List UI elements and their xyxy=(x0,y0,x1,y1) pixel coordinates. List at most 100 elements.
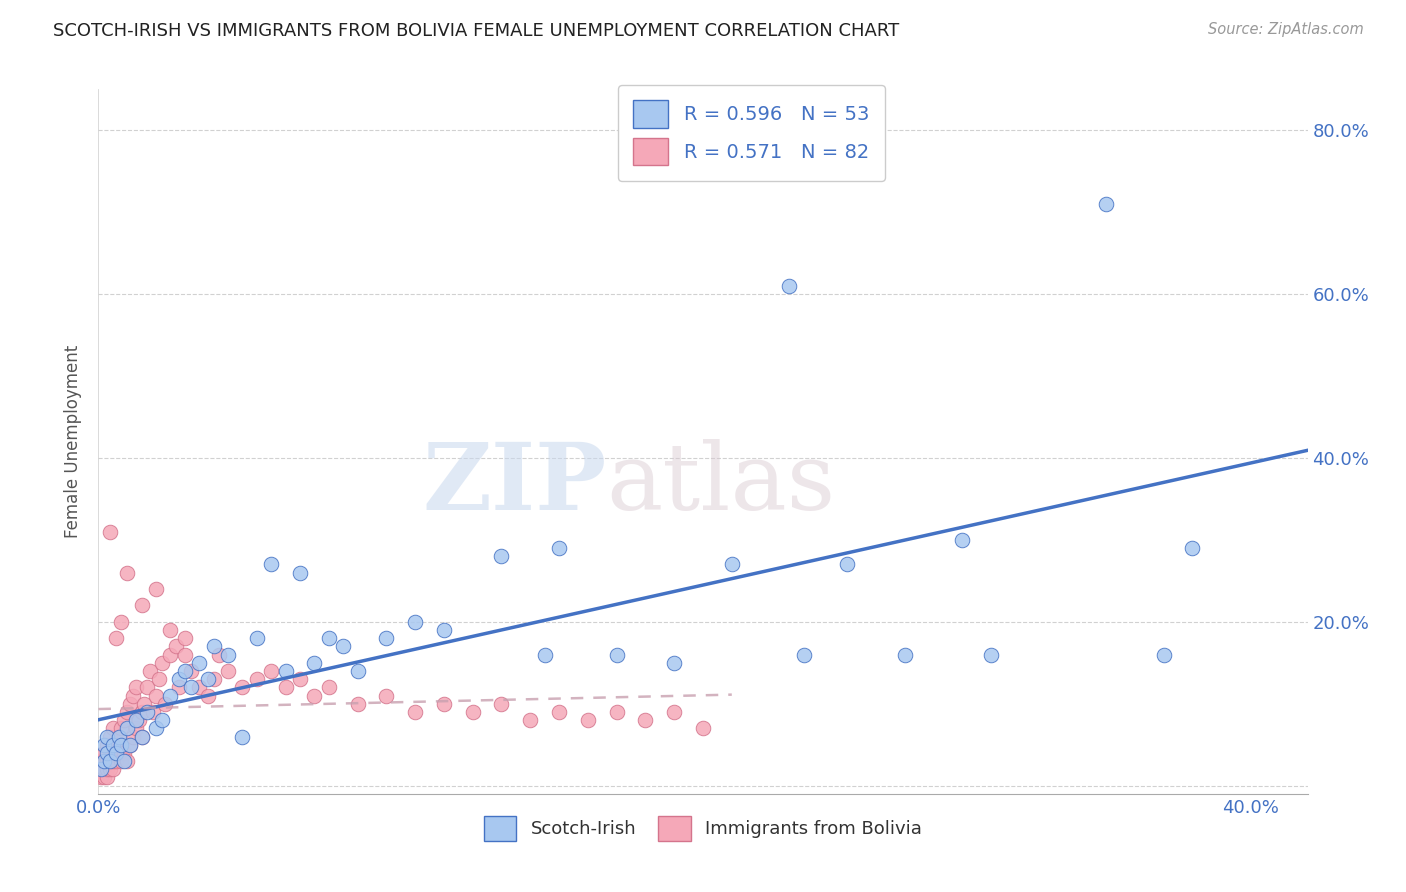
Point xyxy=(131,730,153,744)
Point xyxy=(664,705,686,719)
Point xyxy=(107,730,129,744)
Point xyxy=(332,640,354,654)
Point xyxy=(131,730,153,744)
Point xyxy=(93,738,115,752)
Point xyxy=(112,746,135,760)
Point xyxy=(304,656,326,670)
Point xyxy=(153,697,176,711)
Point xyxy=(134,697,156,711)
Point xyxy=(576,713,599,727)
Point xyxy=(950,533,973,547)
Point xyxy=(197,672,219,686)
Point xyxy=(548,541,571,555)
Point xyxy=(145,582,167,596)
Point xyxy=(692,722,714,736)
Text: atlas: atlas xyxy=(606,439,835,529)
Point xyxy=(112,713,135,727)
Point xyxy=(778,278,800,293)
Point xyxy=(318,681,340,695)
Point xyxy=(180,681,202,695)
Point xyxy=(96,771,118,785)
Point xyxy=(98,730,121,744)
Point xyxy=(217,648,239,662)
Point xyxy=(304,689,326,703)
Point xyxy=(125,722,148,736)
Point xyxy=(131,705,153,719)
Point xyxy=(375,689,398,703)
Point xyxy=(246,672,269,686)
Point xyxy=(148,672,170,686)
Point xyxy=(122,689,145,703)
Point xyxy=(107,730,129,744)
Point xyxy=(110,722,132,736)
Point xyxy=(125,681,148,695)
Point xyxy=(173,631,195,645)
Point xyxy=(1153,648,1175,662)
Point xyxy=(136,705,159,719)
Point xyxy=(318,631,340,645)
Point xyxy=(120,738,142,752)
Point xyxy=(101,722,124,736)
Point xyxy=(167,672,190,686)
Point xyxy=(125,713,148,727)
Point xyxy=(112,754,135,768)
Point xyxy=(202,640,225,654)
Point xyxy=(128,713,150,727)
Point xyxy=(115,705,138,719)
Point xyxy=(165,640,187,654)
Point xyxy=(93,771,115,785)
Point xyxy=(202,672,225,686)
Point xyxy=(173,664,195,678)
Point xyxy=(260,558,283,572)
Point xyxy=(159,648,181,662)
Point xyxy=(346,664,368,678)
Point xyxy=(93,754,115,768)
Point xyxy=(835,558,858,572)
Point xyxy=(208,648,231,662)
Point xyxy=(120,738,142,752)
Point xyxy=(142,705,165,719)
Point xyxy=(274,681,297,695)
Point xyxy=(231,730,253,744)
Point xyxy=(110,738,132,752)
Point xyxy=(980,648,1002,662)
Point xyxy=(96,738,118,752)
Point xyxy=(139,664,162,678)
Point xyxy=(96,762,118,776)
Point xyxy=(101,738,124,752)
Point xyxy=(793,648,815,662)
Point xyxy=(98,524,121,539)
Point xyxy=(893,648,915,662)
Point xyxy=(288,566,311,580)
Point xyxy=(197,689,219,703)
Point xyxy=(375,631,398,645)
Point xyxy=(107,746,129,760)
Point xyxy=(150,713,173,727)
Point xyxy=(519,713,541,727)
Point xyxy=(131,599,153,613)
Point xyxy=(145,722,167,736)
Point xyxy=(90,771,112,785)
Point xyxy=(93,762,115,776)
Point xyxy=(167,681,190,695)
Text: ZIP: ZIP xyxy=(422,439,606,529)
Point xyxy=(288,672,311,686)
Point xyxy=(533,648,555,662)
Point xyxy=(110,615,132,629)
Point xyxy=(96,746,118,760)
Point xyxy=(115,566,138,580)
Point xyxy=(104,631,127,645)
Point xyxy=(548,705,571,719)
Point xyxy=(90,762,112,776)
Point xyxy=(93,746,115,760)
Point xyxy=(90,762,112,776)
Point xyxy=(491,697,513,711)
Point xyxy=(664,656,686,670)
Point xyxy=(461,705,484,719)
Point xyxy=(260,664,283,678)
Point xyxy=(246,631,269,645)
Point xyxy=(98,754,121,768)
Point xyxy=(188,656,211,670)
Point xyxy=(346,697,368,711)
Point xyxy=(159,689,181,703)
